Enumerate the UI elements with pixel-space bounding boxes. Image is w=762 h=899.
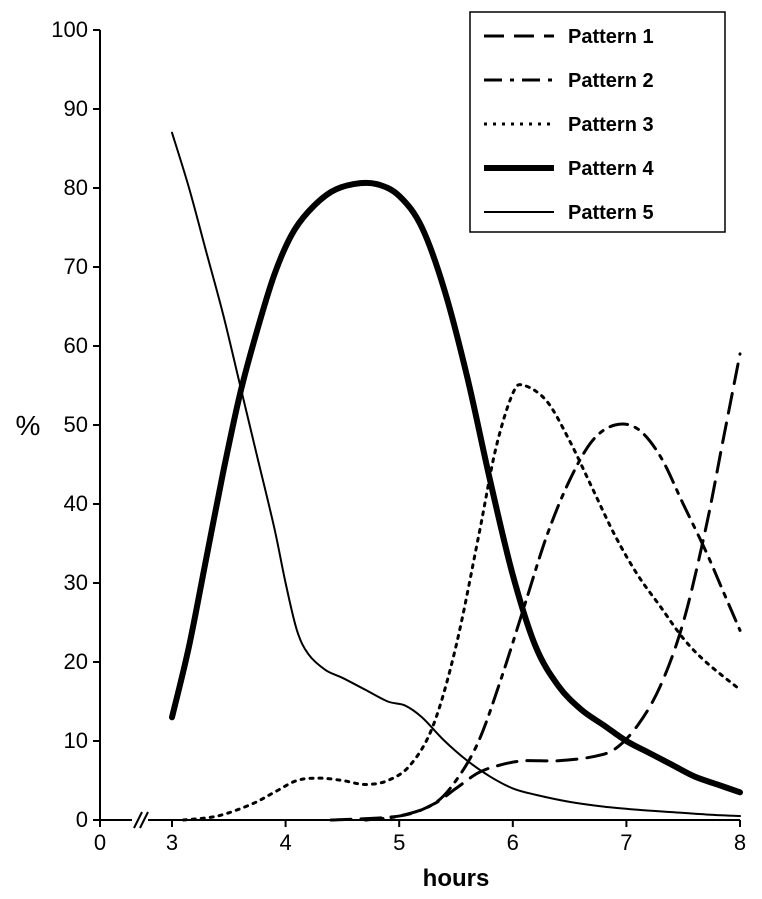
x-tick-label: 0: [94, 830, 106, 855]
y-tick-label: 90: [64, 96, 88, 121]
y-axis-label: %: [16, 410, 41, 441]
legend-label-pattern4: Pattern 4: [568, 158, 654, 180]
chart-svg: 0 10 20 30 40 50 60 70 80 90 100 0 3 4 5 6 7 8 hours% Patte…: [0, 0, 762, 899]
x-tick-label: 7: [620, 830, 632, 855]
legend-label-pattern5: Pattern 5: [568, 202, 654, 224]
x-axis-label: hours: [423, 865, 490, 892]
legend-label-pattern1: Pattern 1: [568, 26, 654, 48]
y-tick-label: 30: [64, 570, 88, 595]
y-tick-label: 10: [64, 728, 88, 753]
x-tick-label: 3: [166, 830, 178, 855]
y-tick-label: 60: [64, 333, 88, 358]
y-tick-label: 20: [64, 649, 88, 674]
y-tick-label: 40: [64, 491, 88, 516]
y-tick-label: 50: [64, 412, 88, 437]
y-tick-label: 0: [76, 807, 88, 832]
x-tick-label: 4: [279, 830, 291, 855]
y-tick-label: 80: [64, 175, 88, 200]
line-chart: 0 10 20 30 40 50 60 70 80 90 100 0 3 4 5 6 7 8 hours% Patte…: [0, 0, 762, 899]
y-tick-label: 70: [64, 254, 88, 279]
x-tick-label: 8: [734, 830, 746, 855]
legend-label-pattern3: Pattern 3: [568, 114, 654, 136]
x-tick-label: 6: [507, 830, 519, 855]
y-tick-label: 100: [51, 17, 88, 42]
legend-label-pattern2: Pattern 2: [568, 70, 654, 92]
x-tick-label: 5: [393, 830, 405, 855]
